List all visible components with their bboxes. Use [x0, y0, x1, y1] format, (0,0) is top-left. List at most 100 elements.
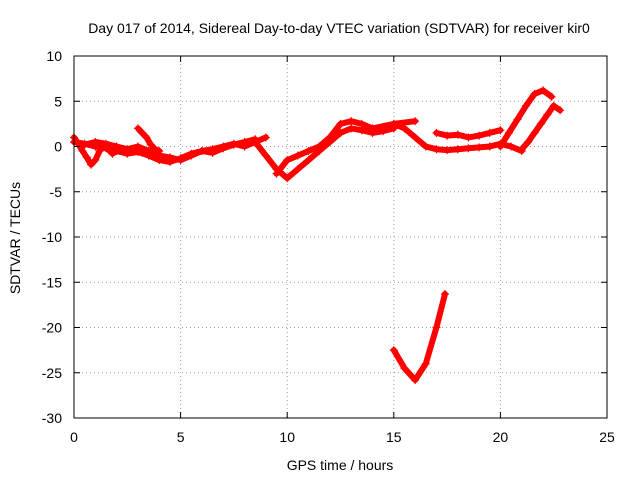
grid — [74, 56, 607, 418]
data-point — [432, 145, 441, 154]
data-point — [336, 128, 345, 137]
y-tick-label: -10 — [42, 229, 62, 245]
data-point — [138, 128, 147, 137]
data-point — [197, 147, 206, 156]
series-trace — [390, 291, 448, 383]
data-point — [411, 117, 420, 126]
data-series-arc-i — [517, 101, 565, 154]
data-point — [165, 153, 174, 162]
data-point — [347, 124, 356, 133]
plot-series — [70, 86, 565, 384]
data-point — [521, 101, 530, 110]
data-point — [464, 144, 473, 153]
data-series-arc-h — [496, 86, 556, 151]
data-point — [517, 145, 526, 154]
series-trace — [273, 118, 419, 177]
data-point — [187, 151, 196, 160]
data-point — [146, 140, 155, 149]
data-point — [530, 90, 539, 99]
x-tick-label: 10 — [279, 429, 295, 445]
y-tick-label: 0 — [54, 139, 62, 155]
data-series-arc-c — [133, 124, 164, 156]
data-series-arc-g — [432, 126, 505, 142]
data-point — [208, 145, 217, 154]
data-point — [240, 142, 249, 151]
data-point — [347, 117, 356, 126]
data-point — [475, 143, 484, 152]
data-point — [530, 128, 539, 137]
data-point — [293, 165, 302, 174]
data-point — [176, 156, 185, 165]
data-point — [293, 151, 302, 160]
data-point — [304, 156, 313, 165]
data-point — [400, 124, 409, 133]
plot-frame — [73, 55, 608, 419]
data-point — [272, 169, 281, 178]
data-point — [464, 133, 473, 142]
data-point — [91, 156, 100, 165]
chart-title: Day 017 of 2014, Sidereal Day-to-day VTE… — [88, 20, 590, 36]
data-point — [368, 124, 377, 133]
x-tick-label: 5 — [177, 429, 185, 445]
x-tick-label: 15 — [386, 429, 402, 445]
x-tick-label: 25 — [599, 429, 615, 445]
x-tick-label: 0 — [70, 429, 78, 445]
data-point — [336, 119, 345, 128]
data-point — [536, 119, 545, 128]
data-point — [556, 106, 565, 115]
data-point — [543, 110, 552, 119]
data-point — [283, 174, 292, 183]
data-point — [504, 128, 513, 137]
data-point — [133, 124, 142, 133]
data-point — [155, 147, 164, 156]
data-point — [325, 133, 334, 142]
data-point — [485, 128, 494, 137]
data-point — [411, 375, 420, 384]
y-tick-label: -20 — [42, 320, 62, 336]
data-point — [453, 145, 462, 154]
y-tick-label: 10 — [46, 48, 62, 64]
data-point — [80, 140, 89, 149]
data-point — [421, 142, 430, 151]
data-point — [133, 142, 142, 151]
data-point — [261, 133, 270, 142]
y-axis-label: SDTVAR / TECUs — [7, 182, 23, 294]
y-tick-label: -25 — [42, 365, 62, 381]
data-point — [389, 119, 398, 128]
data-point — [475, 131, 484, 140]
data-point — [315, 142, 324, 151]
data-point — [87, 160, 96, 169]
data-point — [400, 364, 409, 373]
data-point — [432, 323, 441, 332]
data-point — [112, 142, 121, 151]
data-point — [123, 145, 132, 154]
data-point — [142, 133, 151, 142]
data-point — [357, 119, 366, 128]
data-point — [151, 145, 160, 154]
data-point — [283, 156, 292, 165]
data-point — [453, 130, 462, 139]
axes: 0 5 10 15 20 25 10 5 0 -5 -10 -15 -20 -25 -30 — [42, 48, 615, 445]
data-point — [101, 139, 110, 148]
data-point — [524, 137, 533, 146]
data-point — [547, 92, 556, 101]
data-point — [304, 147, 313, 156]
x-tick-label: 20 — [493, 429, 509, 445]
data-point — [513, 115, 522, 124]
y-tick-label: -30 — [42, 410, 62, 426]
data-point — [229, 139, 238, 148]
y-tick-label: -5 — [50, 184, 63, 200]
data-point — [539, 86, 548, 95]
data-point — [91, 137, 100, 146]
data-point — [251, 137, 260, 146]
data-point — [549, 101, 558, 110]
data-point — [432, 128, 441, 137]
x-axis-label: GPS time / hours — [287, 457, 394, 473]
data-point — [411, 133, 420, 142]
data-point — [219, 142, 228, 151]
data-point — [443, 131, 452, 140]
data-point — [440, 290, 449, 299]
data-point — [507, 142, 516, 151]
data-point — [496, 126, 505, 135]
